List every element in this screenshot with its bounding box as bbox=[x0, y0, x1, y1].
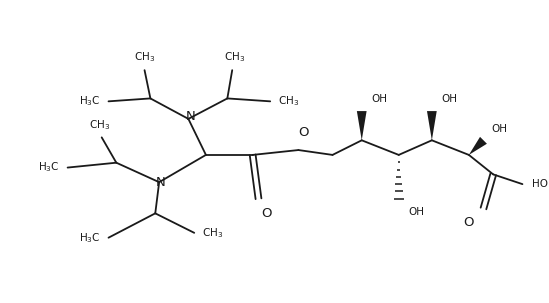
Text: CH$_3$: CH$_3$ bbox=[223, 51, 245, 65]
Text: OH: OH bbox=[372, 95, 388, 105]
Polygon shape bbox=[427, 111, 436, 140]
Text: O: O bbox=[298, 126, 309, 139]
Text: OH: OH bbox=[441, 95, 458, 105]
Text: N: N bbox=[186, 110, 195, 123]
Text: H$_3$C: H$_3$C bbox=[79, 231, 100, 245]
Text: H$_3$C: H$_3$C bbox=[38, 161, 60, 175]
Text: CH$_3$: CH$_3$ bbox=[89, 118, 110, 132]
Text: H$_3$C: H$_3$C bbox=[79, 95, 100, 108]
Text: CH$_3$: CH$_3$ bbox=[202, 226, 223, 240]
Polygon shape bbox=[469, 137, 487, 155]
Text: O: O bbox=[261, 207, 272, 220]
Text: OH: OH bbox=[408, 207, 424, 217]
Text: N: N bbox=[156, 176, 166, 189]
Polygon shape bbox=[357, 111, 367, 140]
Text: HO: HO bbox=[532, 179, 548, 189]
Text: CH$_3$: CH$_3$ bbox=[134, 51, 155, 65]
Text: O: O bbox=[463, 216, 474, 228]
Text: CH$_3$: CH$_3$ bbox=[278, 95, 299, 108]
Text: OH: OH bbox=[491, 124, 507, 134]
